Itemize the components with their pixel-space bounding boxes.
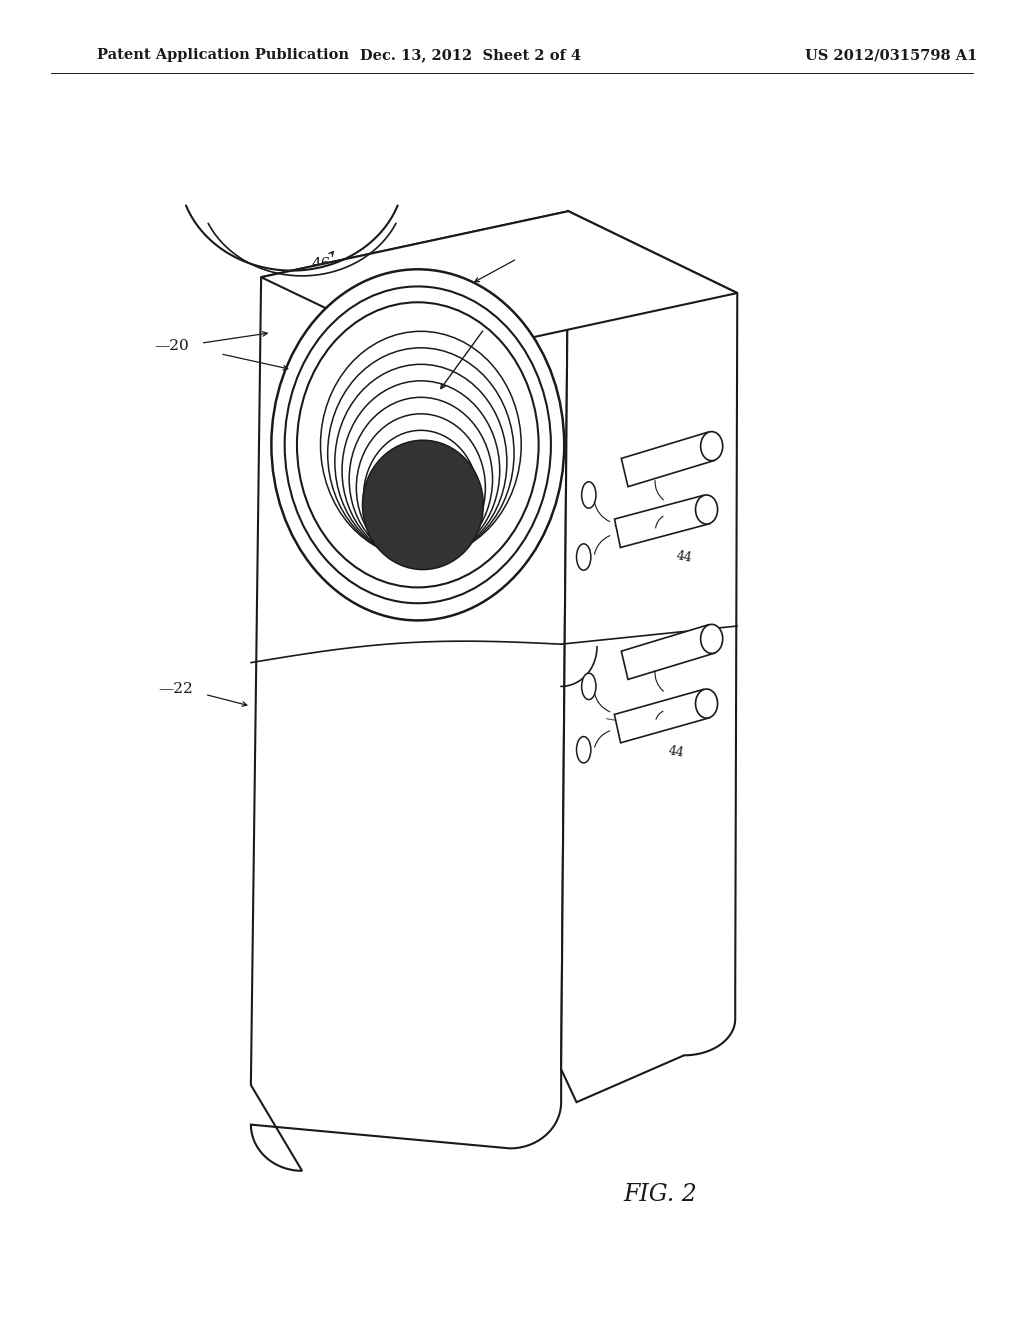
Ellipse shape [582, 482, 596, 508]
Polygon shape [251, 211, 568, 1171]
Text: 44: 44 [667, 744, 685, 760]
Ellipse shape [577, 544, 591, 570]
Text: 46: 46 [311, 257, 332, 271]
Polygon shape [622, 432, 715, 487]
Ellipse shape [285, 286, 551, 603]
Polygon shape [261, 211, 737, 359]
Ellipse shape [362, 441, 483, 570]
Ellipse shape [342, 380, 500, 560]
Ellipse shape [349, 397, 493, 561]
Text: —42: —42 [604, 711, 635, 730]
Ellipse shape [356, 414, 485, 561]
Ellipse shape [335, 364, 507, 560]
Text: FIG. 2: FIG. 2 [624, 1183, 697, 1206]
Ellipse shape [321, 331, 521, 558]
Polygon shape [622, 624, 715, 680]
Ellipse shape [695, 495, 718, 524]
Ellipse shape [328, 347, 514, 558]
Text: 24: 24 [517, 247, 538, 260]
Text: US 2012/0315798 A1: US 2012/0315798 A1 [805, 49, 977, 62]
Text: Patent Application Publication: Patent Application Publication [97, 49, 349, 62]
Ellipse shape [582, 673, 596, 700]
Ellipse shape [695, 689, 718, 718]
Ellipse shape [297, 302, 539, 587]
Polygon shape [614, 689, 710, 743]
Text: Dec. 13, 2012  Sheet 2 of 4: Dec. 13, 2012 Sheet 2 of 4 [360, 49, 582, 62]
Text: —42: —42 [611, 519, 642, 537]
Text: 44: 44 [675, 549, 693, 565]
Ellipse shape [364, 430, 478, 562]
Ellipse shape [700, 624, 723, 653]
Ellipse shape [700, 432, 723, 461]
Text: —22: —22 [159, 682, 194, 696]
Ellipse shape [271, 269, 564, 620]
Polygon shape [614, 495, 710, 548]
Ellipse shape [577, 737, 591, 763]
Polygon shape [561, 211, 737, 1102]
Text: —20: —20 [155, 339, 189, 352]
